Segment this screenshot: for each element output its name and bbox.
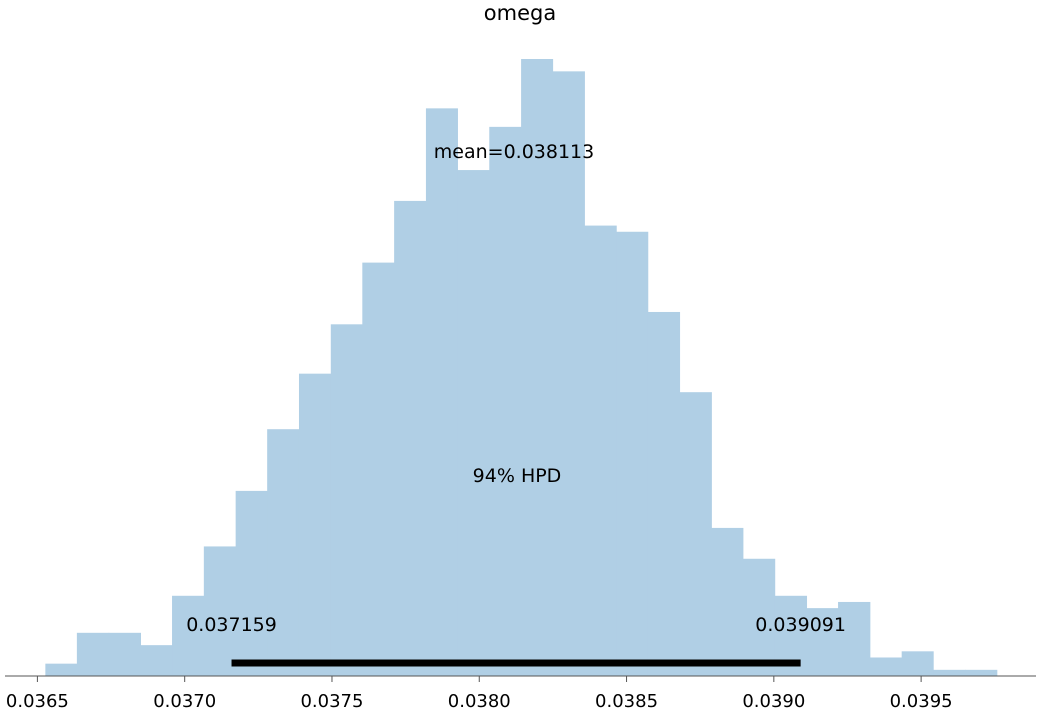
x-tick-label: 0.0375 bbox=[300, 691, 363, 712]
hpd-high-label: 0.039091 bbox=[755, 614, 846, 636]
hpd-low-label: 0.037159 bbox=[186, 614, 277, 636]
x-tick-label: 0.0365 bbox=[6, 691, 69, 712]
histogram-bar bbox=[108, 632, 142, 676]
histogram-bar bbox=[394, 200, 427, 676]
histogram-bar bbox=[711, 527, 744, 676]
histogram-bar bbox=[838, 601, 871, 676]
x-tick-label: 0.0385 bbox=[595, 691, 658, 712]
x-tick-label: 0.0390 bbox=[742, 691, 805, 712]
histogram-bar bbox=[521, 59, 554, 676]
histogram-bar bbox=[76, 632, 110, 676]
histogram-bar bbox=[362, 262, 395, 676]
mean-label: mean=0.038113 bbox=[434, 141, 594, 163]
histogram-bars bbox=[45, 59, 998, 677]
histogram-bar bbox=[172, 595, 205, 676]
histogram-bar bbox=[330, 324, 363, 676]
histogram-bar bbox=[489, 126, 522, 677]
histogram-bar bbox=[679, 392, 712, 676]
histogram-bar bbox=[235, 490, 268, 676]
histogram-bar bbox=[616, 231, 649, 676]
histogram-bar bbox=[869, 657, 903, 676]
histogram-bar bbox=[647, 311, 681, 676]
x-tick-label: 0.0395 bbox=[890, 691, 953, 712]
histogram-bar bbox=[901, 651, 934, 676]
histogram-bar bbox=[140, 645, 173, 676]
histogram-bar bbox=[584, 225, 617, 676]
histogram-bar bbox=[806, 608, 839, 676]
hpd-label: 94% HPD bbox=[473, 465, 562, 487]
histogram-bar bbox=[425, 108, 458, 677]
histogram-bar bbox=[203, 546, 237, 676]
x-tick-label: 0.0370 bbox=[153, 691, 216, 712]
histogram-bar bbox=[45, 663, 78, 676]
histogram-bar bbox=[298, 373, 332, 676]
histogram-bar bbox=[933, 669, 966, 676]
histogram-bar bbox=[742, 558, 776, 676]
x-tick-label: 0.0380 bbox=[448, 691, 511, 712]
x-axis-ticks: 0.0365 0.0370 0.0375 0.0380 0.0385 0.0390 0.03… bbox=[6, 676, 953, 712]
histogram-bar bbox=[965, 669, 998, 676]
histogram-bar bbox=[552, 71, 585, 677]
histogram-bar bbox=[267, 429, 300, 676]
histogram-bar bbox=[457, 170, 490, 676]
chart-title: omega bbox=[484, 1, 556, 25]
